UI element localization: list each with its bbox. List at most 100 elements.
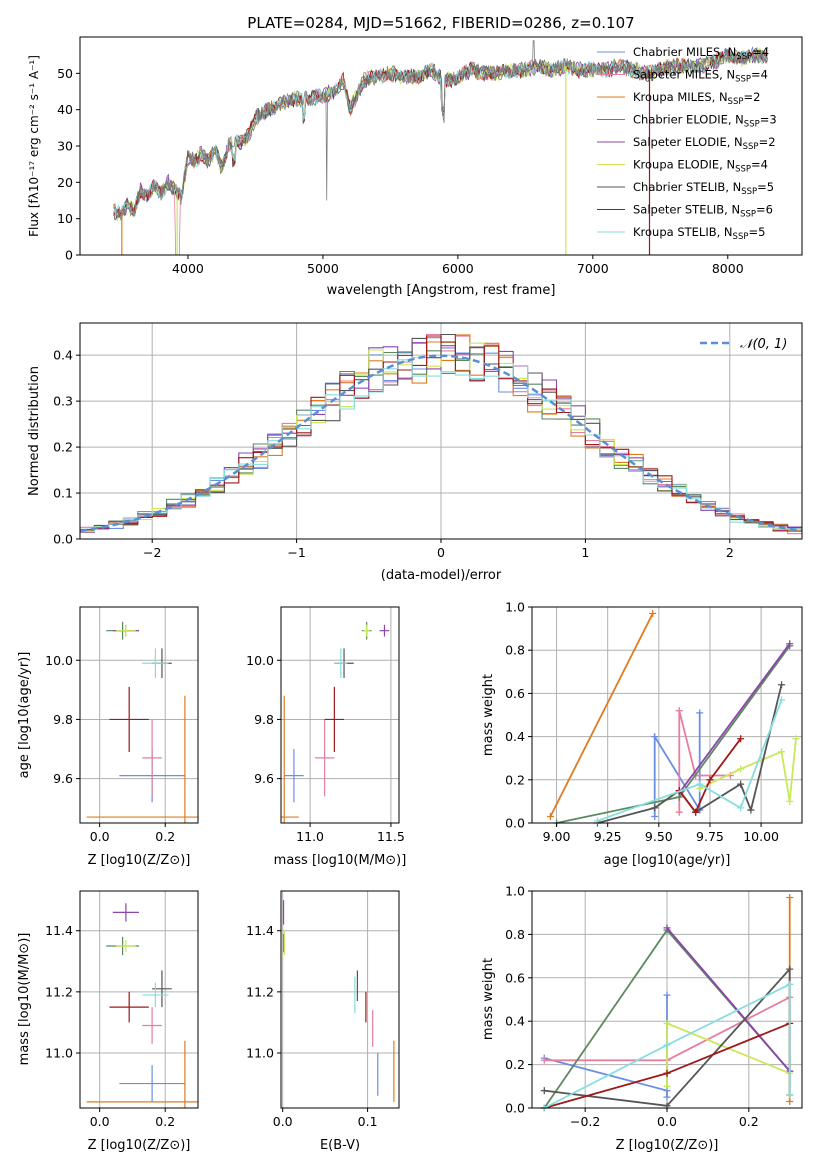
y-tick-label: 0.8 <box>505 927 525 942</box>
x-tick-label: −0.2 <box>570 1114 600 1129</box>
weight-point-kroupa_elodie <box>737 765 745 773</box>
y-tick-label: 11.2 <box>45 984 73 999</box>
weight-point-kroupa_stelib <box>696 780 704 788</box>
weight-point-salp_miles <box>540 1056 548 1064</box>
y-tick-label: 1.0 <box>505 884 525 899</box>
legend-label: Kroupa STELIB, NSSP=5 <box>633 225 765 242</box>
errorbar-chab_miles <box>284 749 304 803</box>
spectrum-ylabel: Flux [fλ10⁻¹⁷ erg cm⁻² s⁻¹ A⁻¹] <box>27 55 41 237</box>
spectrum-xlabel: wavelength [Angstrom, rest frame] <box>327 283 556 298</box>
errorbar-kroupa_miles <box>86 695 198 823</box>
errorbar-kroupa_miles <box>86 1040 198 1108</box>
observed-spectrum <box>113 40 769 221</box>
weight-point-kroupa_miles <box>649 609 657 617</box>
weight-point-kroupa_miles <box>786 1097 794 1105</box>
y-tick-label: 0.0 <box>505 1101 525 1116</box>
x-tick-label: 6000 <box>442 261 474 276</box>
weight-z-ylabel: mass weight <box>481 958 496 1040</box>
weight-point-chab_stelib <box>778 681 786 689</box>
y-tick-label: 11.2 <box>246 984 274 999</box>
age-z-xlabel: Z [log10(Z/Z⊙)] <box>88 853 191 868</box>
y-tick-label: 40 <box>57 102 73 117</box>
legend-label: Salpeter ELODIE, NSSP=2 <box>633 135 776 152</box>
y-tick-label: 10.0 <box>246 653 274 668</box>
y-tick-label: 10.0 <box>45 653 73 668</box>
weight-point-chab_miles <box>651 733 659 741</box>
x-tick-label: 9.00 <box>543 829 571 844</box>
weight-point-kroupa_stelib <box>786 980 794 988</box>
y-tick-label: 0.8 <box>505 643 525 658</box>
weight-point-kroupa_elodie <box>792 735 800 743</box>
x-tick-label: 1 <box>581 545 589 560</box>
y-tick-label: 11.0 <box>246 1045 274 1060</box>
errorbar-salp_miles <box>142 1007 162 1044</box>
y-tick-label: 0.4 <box>505 729 525 744</box>
errorbar-kroupa_stelib <box>142 982 169 1008</box>
y-tick-label: 10 <box>57 211 73 226</box>
normal-curve <box>79 354 803 533</box>
age-z-ylabel: age [log10(age/yr)] <box>17 652 32 779</box>
x-tick-label: 0.1 <box>358 1114 378 1129</box>
y-tick-label: 0.4 <box>505 1014 525 1029</box>
weight-point-chab_miles <box>651 813 659 821</box>
mass-ebv-xlabel: E(B-V) <box>320 1138 360 1153</box>
y-tick-label: 0.2 <box>505 772 525 787</box>
y-tick-label: 0.4 <box>53 348 73 363</box>
weight-point-kroupa_elodie <box>786 797 794 805</box>
weight-point-kroupa_stelib <box>737 804 745 812</box>
residuals-panel: −2 −1 0 1 2 0.0 0.1 0.2 0.3 0.4 (data-model)/erro… <box>27 322 803 583</box>
errorbar-chab_miles <box>119 1065 185 1102</box>
errorbar-kroupa_elodie <box>116 624 136 637</box>
x-tick-label: 0 <box>437 545 445 560</box>
x-tick-label: 0.0 <box>273 1114 293 1129</box>
y-tick-label: 11.0 <box>45 1045 73 1060</box>
weight-point-salp_miles <box>675 808 683 816</box>
x-tick-label: 10.00 <box>743 829 779 844</box>
weight-point-chab_miles <box>663 1093 671 1101</box>
errorbar-salp_miles <box>314 719 335 797</box>
errorbar-salp_miles <box>142 719 162 797</box>
y-tick-label: 0 <box>65 248 73 263</box>
weight-line-kroupa_stelib <box>543 982 791 1109</box>
y-tick-label: 11.4 <box>45 923 73 938</box>
weight-point-kroupa_miles <box>786 894 794 902</box>
weight-point-salp_miles <box>675 707 683 715</box>
mass-z-xlabel: Z [log10(Z/Z⊙)] <box>88 1138 191 1153</box>
residual-histogram-salp_stelib <box>80 335 802 532</box>
x-tick-label: 0.2 <box>155 1114 175 1129</box>
legend-label-normal: 𝒩(0, 1) <box>740 337 787 352</box>
x-tick-label: 0.2 <box>739 1114 759 1129</box>
y-tick-label: 11.4 <box>246 923 274 938</box>
legend-label: Chabrier STELIB, NSSP=5 <box>633 180 774 197</box>
errorbar-kroupa_stelib <box>334 648 348 679</box>
mass-z-ylabel: mass [log10(M/M⊙)] <box>17 933 32 1066</box>
x-tick-label: 7000 <box>577 261 609 276</box>
residuals-xlabel: (data-model)/error <box>381 568 502 583</box>
weight-point-chab_stelib <box>786 965 794 973</box>
x-tick-label: 4000 <box>172 261 204 276</box>
legend-label: Chabrier ELODIE, NSSP=3 <box>633 113 777 130</box>
errorbar-kroupa_elodie <box>116 939 136 953</box>
weight-point-salp_stelib <box>663 1069 671 1077</box>
spectrum-title: PLATE=0284, MJD=51662, FIBERID=0286, z=0… <box>247 14 634 32</box>
y-tick-label: 9.6 <box>53 771 73 786</box>
weight-point-kroupa_stelib <box>663 1041 671 1049</box>
errorbar-salp_elodie <box>379 624 390 637</box>
weight-point-salp_stelib <box>706 776 714 784</box>
mass-vs-z-panel: 0.0 0.2 11.0 11.2 11.4 Z [log10(Z/Z⊙)] mass … <box>17 890 199 1153</box>
weight-line-chab_miles <box>653 712 701 817</box>
x-tick-label: −1 <box>287 545 305 560</box>
x-tick-label: 0.0 <box>90 1114 110 1129</box>
residuals-ylabel: Normed distribution <box>27 366 42 496</box>
weight-point-kroupa_miles <box>546 813 554 821</box>
weight-point-chab_miles <box>696 709 704 717</box>
x-tick-label: 2 <box>726 545 734 560</box>
x-tick-label: 9.75 <box>696 829 724 844</box>
weight-vs-z-panel: −0.2 0.0 0.2 0.0 0.2 0.4 0.6 0.8 1.0 Z [log10(Z/… <box>481 884 803 1153</box>
y-tick-label: 20 <box>57 175 73 190</box>
age-vs-mass-panel: 11.0 11.5 9.6 9.8 10.0 mass [log10(M/M⊙)] <box>246 606 406 868</box>
y-tick-label: 9.6 <box>254 771 274 786</box>
legend-label: Kroupa ELODIE, NSSP=4 <box>633 158 768 175</box>
residual-histogram-kroupa_stelib <box>80 359 802 533</box>
